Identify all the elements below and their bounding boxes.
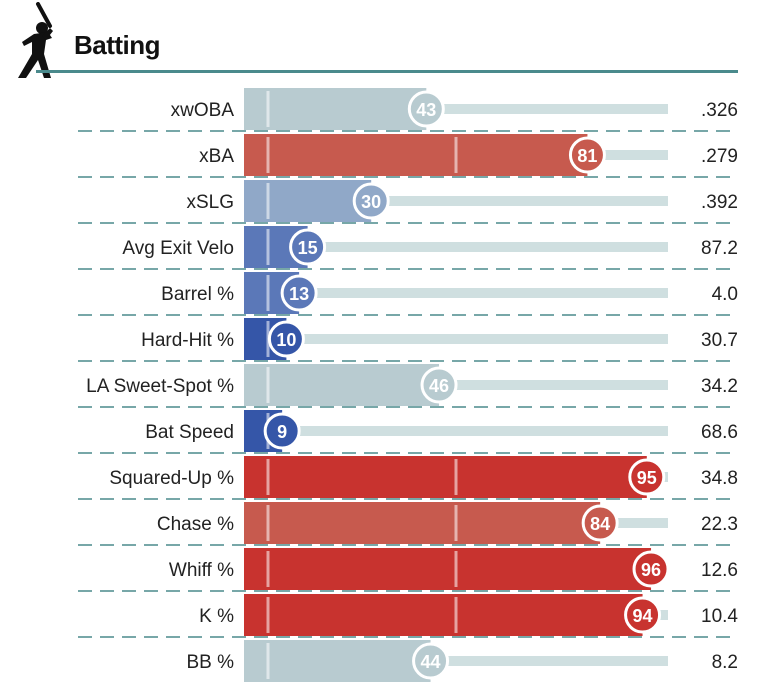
metric-label: Barrel % (161, 284, 234, 305)
bar-track (244, 334, 668, 344)
bar-track (244, 196, 668, 206)
batter-silhouette-icon (18, 2, 53, 78)
metric-label: Avg Exit Velo (122, 238, 234, 259)
percentile-circle (628, 458, 666, 496)
header: Batting (0, 0, 758, 78)
bar-track (244, 426, 668, 436)
percentile-circle (632, 550, 670, 588)
metric-value: 22.3 (701, 514, 738, 535)
percentile-label: 15 (298, 238, 318, 258)
metric-label: Chase % (157, 514, 234, 535)
metric-label: BB % (186, 652, 234, 673)
percentile-circle (624, 596, 662, 634)
metric-value: 10.4 (701, 606, 738, 627)
metric-label: LA Sweet-Spot % (86, 376, 234, 397)
percentile-circle (263, 412, 301, 450)
percentile-circle (420, 366, 458, 404)
percentile-bar (244, 88, 427, 130)
metric-label: xBA (199, 146, 234, 167)
percentile-circle (280, 274, 318, 312)
percentile-circle (412, 642, 450, 680)
percentile-circle (289, 228, 327, 266)
percentile-label: 46 (429, 376, 449, 396)
metric-value: 12.6 (701, 560, 738, 581)
percentile-bar (244, 364, 440, 406)
metric-value: 34.8 (701, 468, 738, 489)
percentile-circle (352, 182, 390, 220)
metric-label: xSLG (186, 192, 234, 213)
bar-track (244, 104, 668, 114)
metric-value: 4.0 (712, 284, 738, 305)
percentile-bar (244, 502, 601, 544)
percentile-label: 81 (577, 146, 597, 166)
metric-value: 34.2 (701, 376, 738, 397)
metric-value: .279 (701, 146, 738, 167)
metric-value: 68.6 (701, 422, 738, 443)
metric-value: 87.2 (701, 238, 738, 259)
percentile-circle (568, 136, 606, 174)
percentile-label: 43 (416, 100, 436, 120)
percentile-bar (244, 594, 643, 636)
section-title: Batting (74, 30, 161, 60)
percentile-label: 30 (361, 192, 381, 212)
percentile-circle (267, 320, 305, 358)
percentile-bar (244, 640, 431, 682)
bar-track (244, 656, 668, 666)
metric-value: 30.7 (701, 330, 738, 351)
metric-label: xwOBA (171, 100, 235, 121)
percentile-label: 44 (421, 652, 441, 672)
percentile-bar (244, 180, 372, 222)
metric-value: .326 (701, 100, 738, 121)
percentile-bar (244, 548, 652, 590)
percentile-bar (244, 456, 647, 498)
metric-label: Hard-Hit % (141, 330, 234, 351)
metric-label: Squared-Up % (109, 468, 234, 489)
bar-track (244, 288, 668, 298)
bar-track (244, 242, 668, 252)
percentile-circle (581, 504, 619, 542)
title-divider (36, 70, 738, 73)
percentile-label: 9 (277, 422, 287, 442)
metric-label: K % (199, 606, 234, 627)
percentile-bar (244, 134, 588, 176)
percentile-circle (407, 90, 445, 128)
metric-label: Bat Speed (145, 422, 234, 443)
percentile-label: 13 (289, 284, 309, 304)
metric-value: .392 (701, 192, 738, 213)
percentile-label: 84 (590, 514, 610, 534)
percentile-label: 10 (276, 330, 296, 350)
percentile-label: 95 (637, 468, 657, 488)
percentile-label: 94 (633, 606, 653, 626)
percentile-label: 96 (641, 560, 661, 580)
percentile-bar-chart: xwOBA 43 .326 xBA 81 .279 xSLG 30 .392 Avg Exit V… (78, 88, 738, 682)
metric-label: Whiff % (169, 560, 234, 581)
metric-value: 8.2 (712, 652, 738, 673)
